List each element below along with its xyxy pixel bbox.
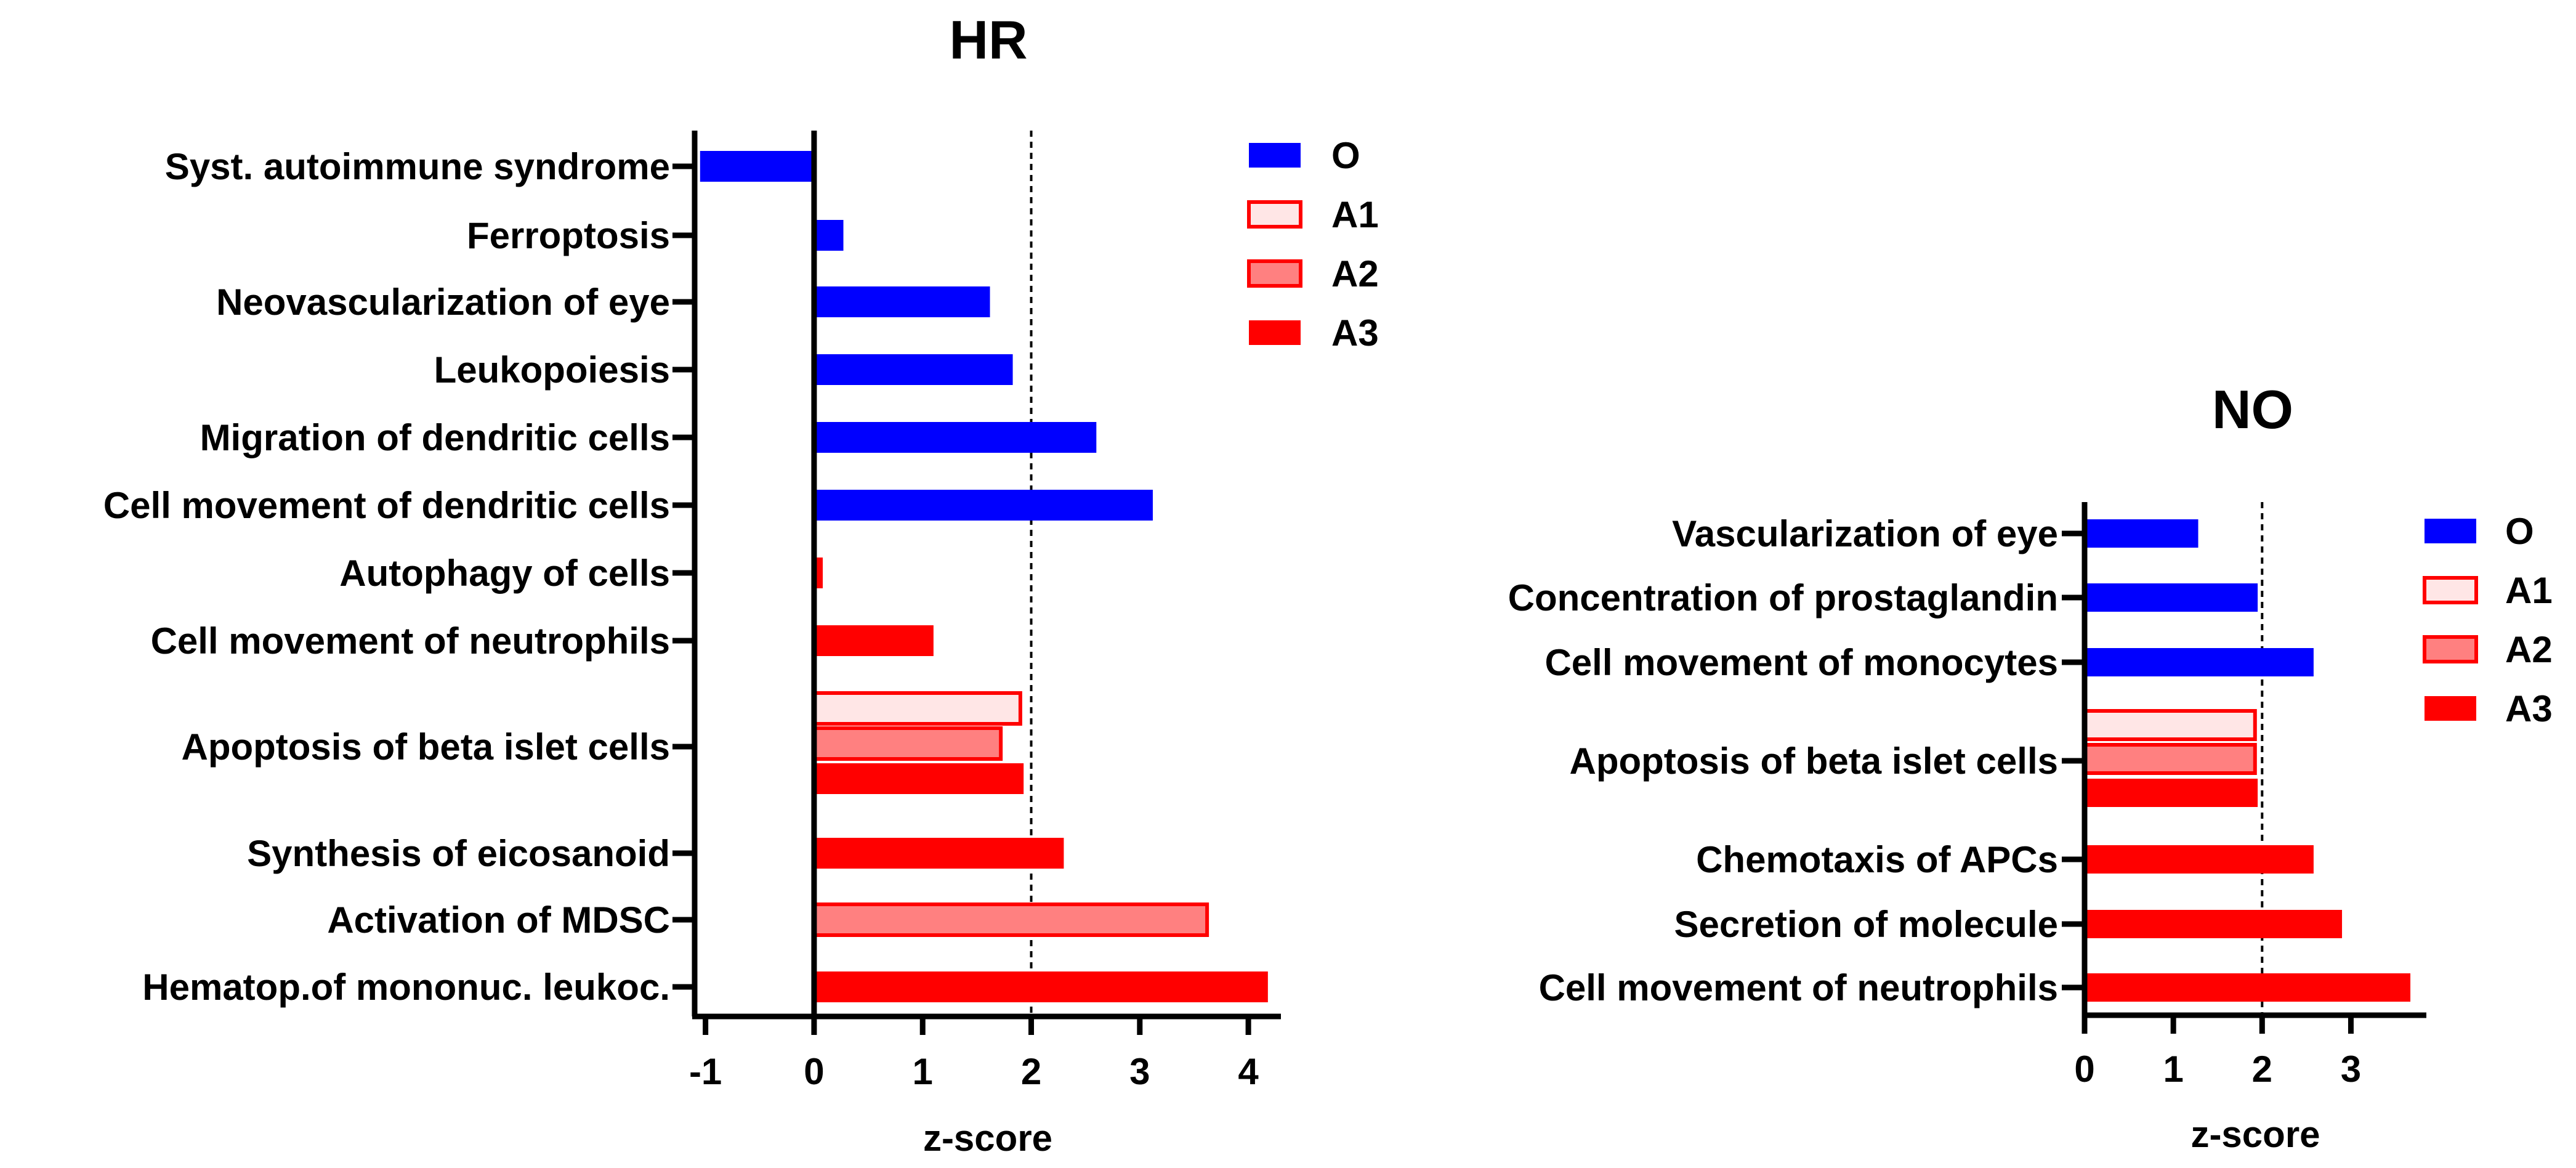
hr-bar-ferroptosis-o: [814, 220, 844, 251]
hr-bar-activation-of-mdsc-a2: [812, 902, 1209, 937]
hr-bar-apoptosis-of-beta-islet-cells-a3: [814, 763, 1024, 794]
no-bar-vascularization-of-eye-o: [2085, 519, 2198, 548]
hr-bar-apoptosis-of-beta-islet-cells-a1: [812, 691, 1022, 726]
no-bar-apoptosis-of-beta-islet-cells-a2: [2083, 743, 2257, 775]
hr-legend-label-a3: A3: [1331, 312, 1379, 354]
hr-x-axis-label: z-score: [923, 1117, 1052, 1159]
hr-x-tick-label-4: 4: [1238, 1051, 1259, 1092]
hr-x-tick-label-3: 3: [1129, 1051, 1150, 1092]
hr-category-label-cell-movement-of-dendritic-cells: Cell movement of dendritic cells: [103, 485, 670, 526]
hr-category-label-cell-movement-of-neutrophils: Cell movement of neutrophils: [151, 620, 670, 662]
no-category-label-cell-movement-of-neutrophils: Cell movement of neutrophils: [1539, 967, 2058, 1008]
no-bar-secretion-of-molecule-a3: [2085, 910, 2343, 938]
no-bar-chemotaxis-of-apcs-a3: [2085, 845, 2314, 874]
hr-category-label-neovascularization-of-eye: Neovascularization of eye: [216, 282, 670, 323]
no-legend-label-a1: A1: [2505, 570, 2553, 611]
hr-category-label-migration-of-dendritic-cells: Migration of dendritic cells: [200, 417, 670, 458]
no-bar-apoptosis-of-beta-islet-cells-a3: [2085, 779, 2258, 807]
no-bar-cell-movement-of-neutrophils-a3: [2085, 973, 2411, 1002]
hr-bar-neovascularization-of-eye-o: [814, 286, 990, 317]
no-legend-swatch-o: [2425, 519, 2476, 543]
hr-legend-swatch-a1: [1247, 200, 1302, 229]
no-legend-swatch-a1: [2423, 576, 2478, 604]
hr-category-label-hematop-of-mononuc-leukoc: Hematop.of mononuc. leukoc.: [142, 967, 670, 1008]
no-x-tick-label-2: 2: [2252, 1048, 2272, 1090]
hr-legend-label-a1: A1: [1331, 194, 1379, 235]
no-x-axis-label: z-score: [2190, 1114, 2320, 1155]
hr-chart-title: HR: [949, 9, 1027, 70]
no-category-label-cell-movement-of-monocytes: Cell movement of monocytes: [1544, 642, 2058, 683]
hr-x-tick-label-1: 1: [913, 1051, 933, 1092]
hr-bar-apoptosis-of-beta-islet-cells-a2: [812, 726, 1003, 761]
hr-bar-cell-movement-of-neutrophils-a3: [814, 625, 934, 656]
hr-category-label-apoptosis-of-beta-islet-cells: Apoptosis of beta islet cells: [181, 726, 670, 768]
hr-category-label-activation-of-mdsc: Activation of MDSC: [327, 899, 670, 941]
hr-bar-migration-of-dendritic-cells-o: [814, 422, 1097, 453]
no-legend-swatch-a3: [2425, 696, 2476, 721]
no-legend-label-a3: A3: [2505, 688, 2553, 729]
hr-bar-leukopoiesis-o: [814, 354, 1013, 385]
hr-bar-hematop-of-mononuc-leukoc-a3: [814, 971, 1268, 1002]
hr-category-label-synthesis-of-eicosanoid: Synthesis of eicosanoid: [247, 833, 670, 874]
hr-category-label-syst-autoimmune-syndrome: Syst. autoimmune syndrome: [165, 146, 670, 187]
hr-legend-label-o: O: [1331, 135, 1360, 176]
no-x-tick-label-1: 1: [2163, 1048, 2183, 1090]
hr-category-label-autophagy-of-cells: Autophagy of cells: [339, 553, 670, 594]
no-legend-swatch-a2: [2423, 635, 2478, 663]
hr-x-tick-label-2: 2: [1021, 1051, 1041, 1092]
no-bar-concentration-of-prostaglandin-o: [2085, 583, 2258, 612]
hr-legend-swatch-o: [1249, 143, 1301, 168]
no-category-label-concentration-of-prostaglandin: Concentration of prostaglandin: [1508, 577, 2058, 618]
hr-x-tick-label-0: 0: [804, 1051, 824, 1092]
no-legend-label-a2: A2: [2505, 629, 2553, 670]
no-category-label-secretion-of-molecule: Secretion of molecule: [1674, 904, 2059, 945]
hr-legend-label-a2: A2: [1331, 253, 1379, 294]
hr-bar-synthesis-of-eicosanoid-a3: [814, 838, 1064, 869]
no-category-label-chemotaxis-of-apcs: Chemotaxis of APCs: [1696, 839, 2058, 880]
hr-legend-swatch-a2: [1247, 259, 1302, 288]
no-x-tick-label-0: 0: [2074, 1048, 2094, 1090]
hr-category-label-leukopoiesis: Leukopoiesis: [434, 349, 670, 391]
no-bar-apoptosis-of-beta-islet-cells-a1: [2083, 709, 2257, 741]
no-bar-cell-movement-of-monocytes-o: [2085, 648, 2314, 676]
no-category-label-vascularization-of-eye: Vascularization of eye: [1672, 513, 2058, 554]
no-x-tick-label-3: 3: [2341, 1048, 2361, 1090]
hr-bar-syst-autoimmune-syndrome-o: [700, 151, 814, 182]
hr-x-tick-label-minus-1: -1: [689, 1051, 722, 1092]
hr-bar-cell-movement-of-dendritic-cells-o: [814, 490, 1153, 521]
hr-category-label-ferroptosis: Ferroptosis: [467, 215, 670, 256]
no-category-label-apoptosis-of-beta-islet-cells: Apoptosis of beta islet cells: [1569, 740, 2058, 782]
no-chart-title: NO: [2212, 379, 2293, 440]
hr-chart-panel: HR Syst. autoimmune syndrome Ferroptosis Ne…: [103, 9, 1379, 1159]
no-legend-label-o: O: [2505, 511, 2534, 552]
hr-legend-swatch-a3: [1249, 320, 1301, 345]
no-chart-panel: NO Vascularization of eye Concentration of…: [1508, 379, 2553, 1155]
